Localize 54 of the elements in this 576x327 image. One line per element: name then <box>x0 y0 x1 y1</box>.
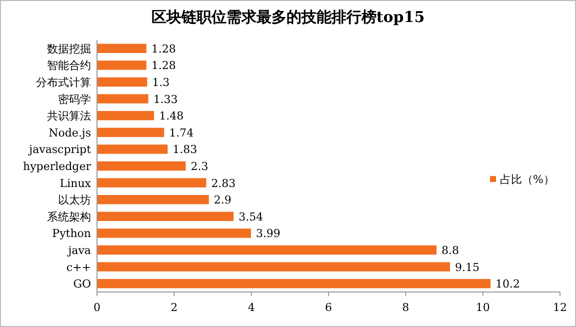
data-label: 8.8 <box>442 244 460 257</box>
y-tick-label: java <box>66 244 92 257</box>
bar <box>97 278 491 288</box>
data-label: 1.48 <box>159 110 184 123</box>
data-label: 1.83 <box>172 143 198 156</box>
bar <box>97 194 209 204</box>
data-label: 1.28 <box>151 59 176 72</box>
data-label: 3.99 <box>256 227 280 240</box>
bar <box>97 144 168 154</box>
bar <box>97 178 206 188</box>
data-label: 2.9 <box>214 194 232 207</box>
y-tick-label: c++ <box>66 260 91 274</box>
y-tick-label: 密码学 <box>58 92 91 106</box>
bar <box>97 262 450 272</box>
bar <box>97 228 251 238</box>
x-tick-label: 10 <box>476 301 490 314</box>
data-label: 9.15 <box>455 260 480 274</box>
x-tick-label: 8 <box>402 301 410 314</box>
y-tick-label: GO <box>73 278 91 291</box>
y-tick-label: 共识算法 <box>47 110 91 123</box>
y-tick-label: Linux <box>60 176 92 190</box>
bar <box>97 77 148 87</box>
data-label: 1.3 <box>152 76 170 89</box>
y-tick-label: 以太坊 <box>58 194 91 207</box>
data-label: 3.54 <box>238 210 264 224</box>
x-tick-label: 0 <box>94 301 100 314</box>
bar <box>97 110 154 120</box>
data-label: 2.83 <box>211 176 236 190</box>
y-tick-label: hyperledger <box>23 160 92 173</box>
data-label: 1.33 <box>153 92 178 106</box>
y-tick-label: 系统架构 <box>47 210 91 224</box>
chart-title: 区块链职位需求最多的技能排行榜top15 <box>151 8 425 26</box>
x-tick-label: 12 <box>553 301 567 314</box>
y-tick-label: 分布式计算 <box>36 76 91 89</box>
legend-label: 占比（%） <box>500 173 554 186</box>
bar <box>97 212 234 222</box>
data-label: 1.28 <box>151 42 176 56</box>
bar <box>97 161 186 171</box>
data-label: 1.74 <box>169 126 194 140</box>
x-tick-label: 4 <box>248 301 255 314</box>
y-tick-label: Python <box>52 227 91 240</box>
bar <box>97 44 146 54</box>
bar <box>97 94 148 104</box>
data-label: 10.2 <box>496 278 520 291</box>
data-label: 2.3 <box>190 160 208 173</box>
bar <box>97 245 437 255</box>
bar <box>97 128 164 138</box>
y-tick-label: 数据挖掘 <box>47 42 91 56</box>
bar <box>97 60 146 70</box>
x-tick-label: 2 <box>170 301 178 314</box>
y-tick-label: javascpript <box>27 143 92 156</box>
y-tick-label: Node.js <box>48 126 92 140</box>
x-tick-label: 6 <box>325 301 332 314</box>
y-tick-label: 智能合约 <box>47 59 91 72</box>
